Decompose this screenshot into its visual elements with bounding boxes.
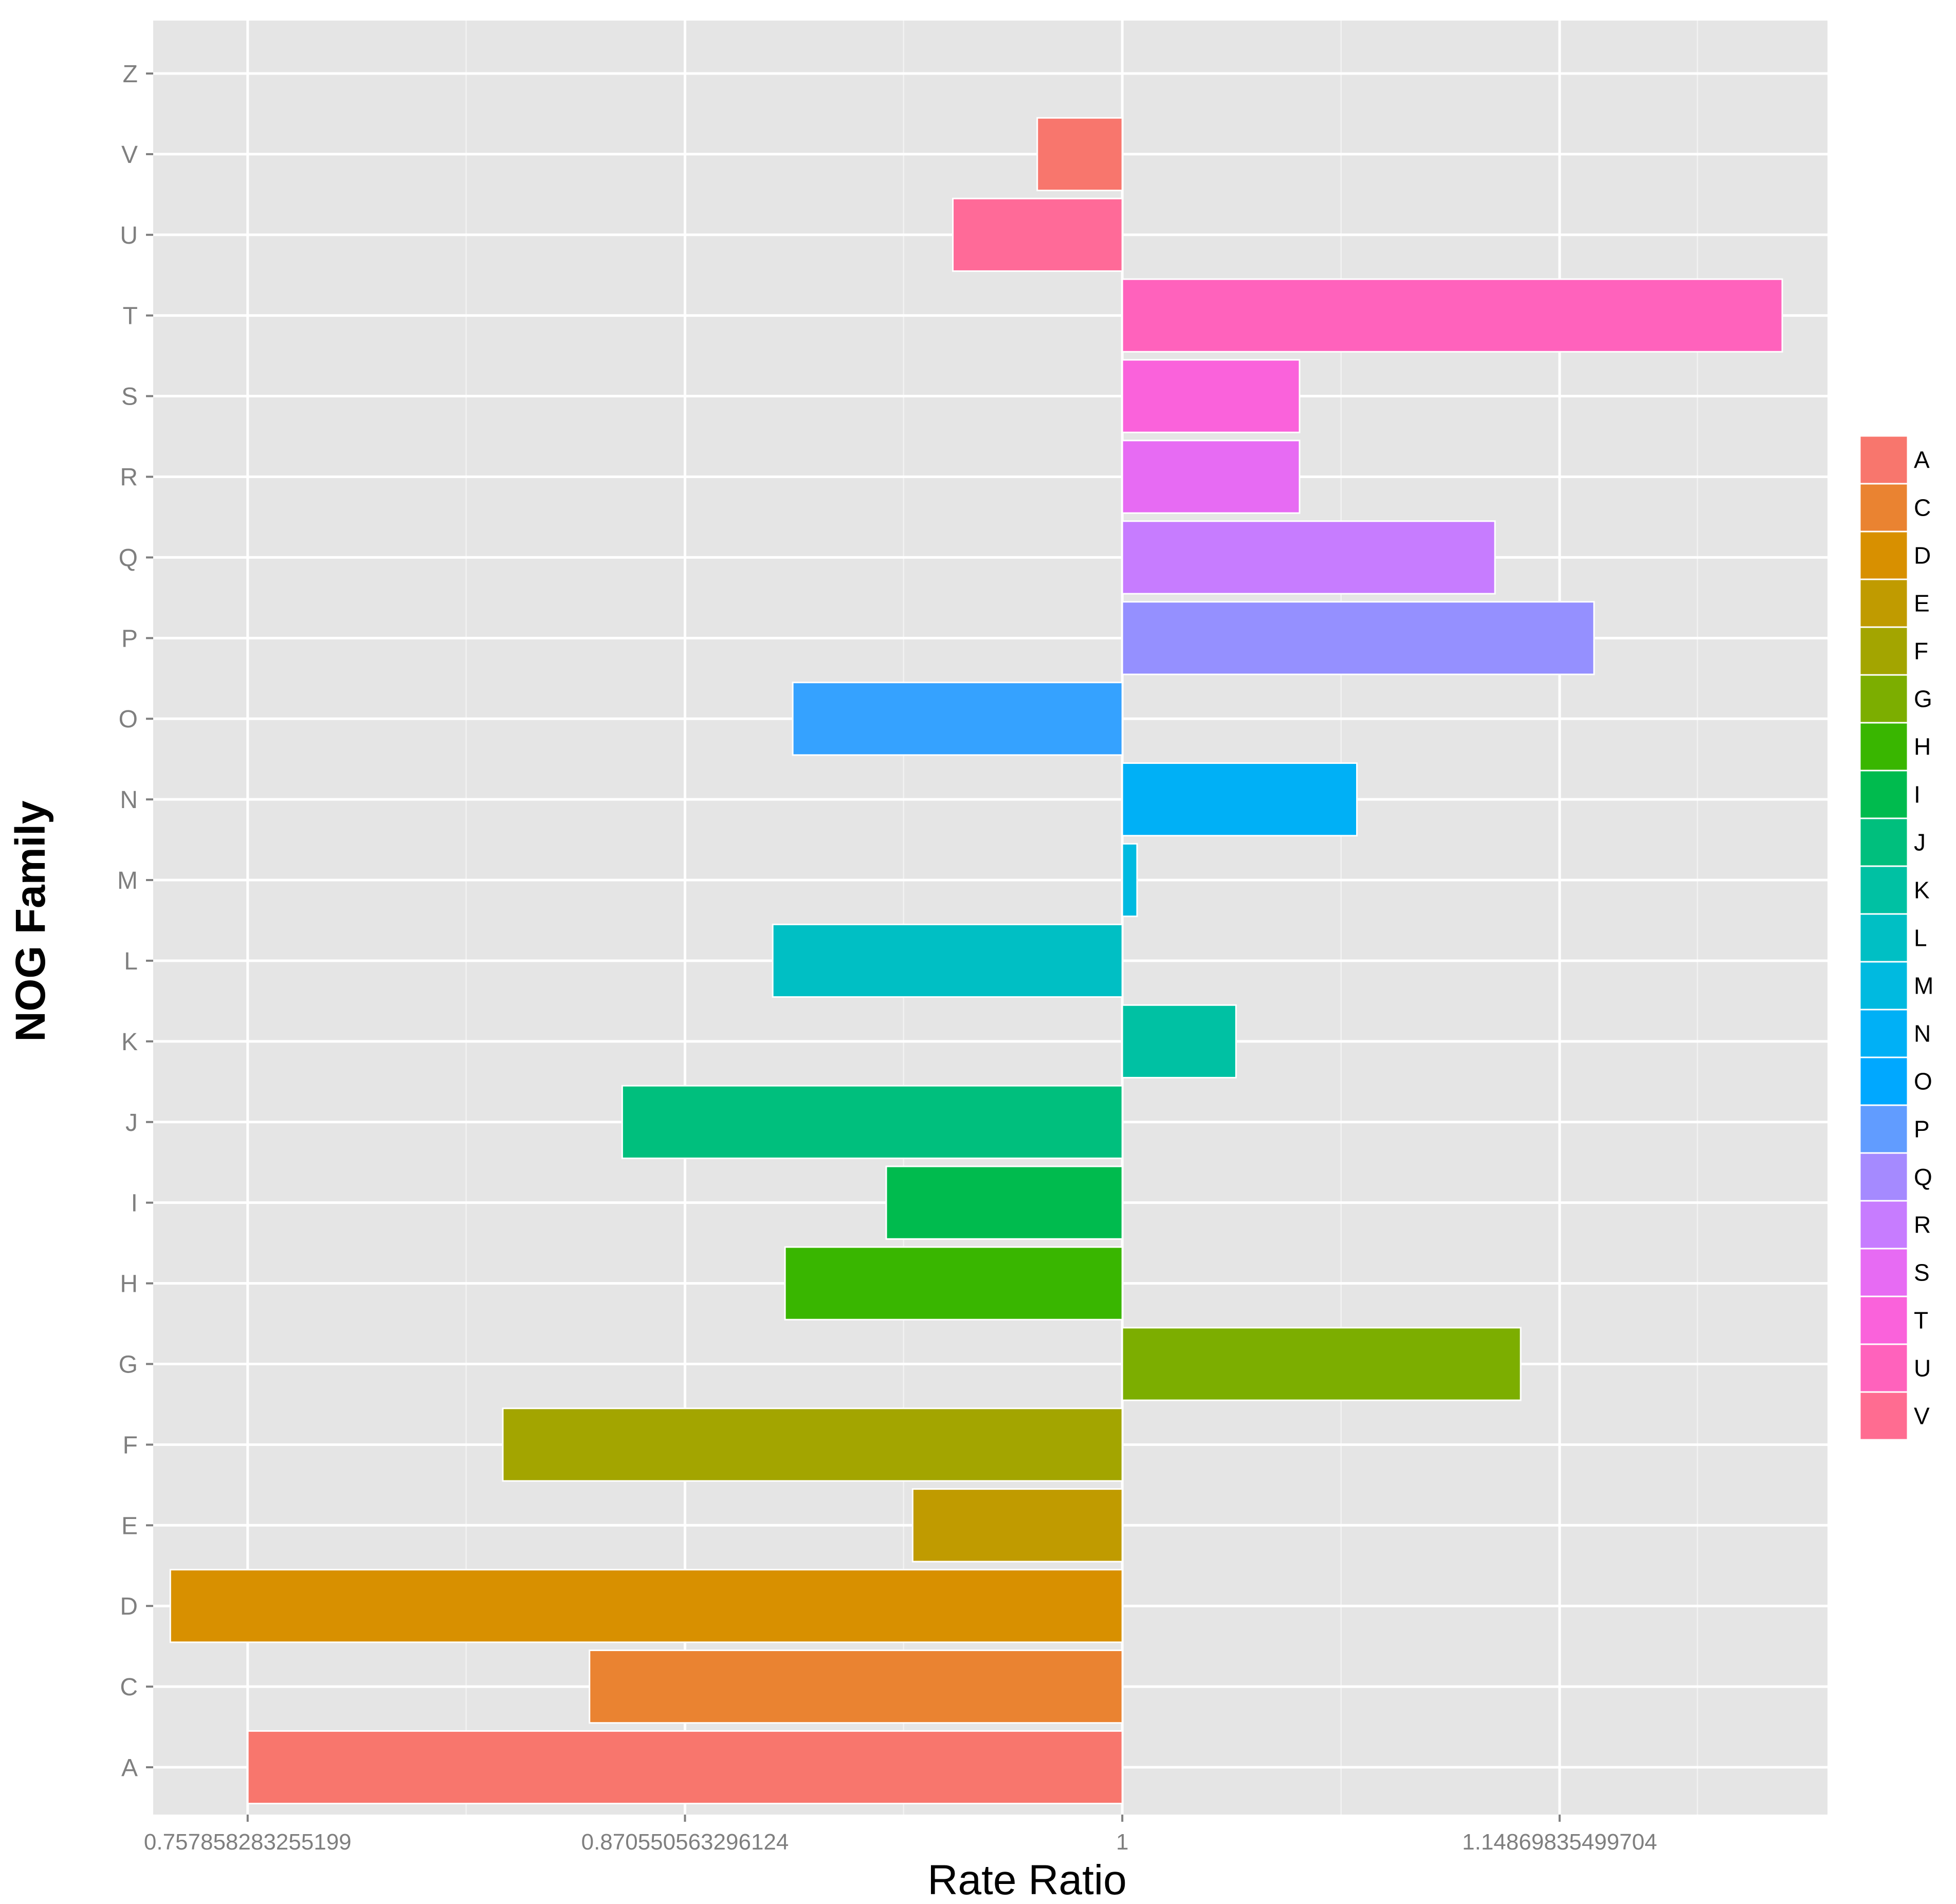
bar-C [589,1649,1123,1724]
legend-label: Q [1914,1164,1932,1191]
bar-H [784,1246,1123,1321]
bar-A [247,1730,1123,1805]
legend-label: A [1914,447,1930,473]
y-tick-label: F [123,1432,138,1459]
legend-label: L [1914,925,1927,951]
legend-label: N [1914,1020,1931,1047]
y-axis-title: NOG Family [7,800,54,1042]
legend-key [1859,435,1909,485]
y-tick-label: D [120,1593,138,1620]
bar-T [1121,278,1783,353]
legend-key [1859,530,1909,580]
y-tick-label: S [121,383,138,411]
y-tick-label: J [125,1109,138,1137]
bar-V [1036,117,1123,192]
y-tick-label: C [120,1674,138,1701]
bar-N [1121,762,1358,837]
y-tick-label: H [120,1271,138,1298]
y-tick-label: P [121,625,138,652]
bar-S [1121,359,1301,433]
legend-key [1859,770,1909,819]
legend-label: K [1914,877,1930,904]
bar-R [1121,440,1301,514]
bar-G [1121,1327,1522,1401]
y-tick-label: G [119,1351,138,1378]
x-tick-label: 0.757858283255199 [144,1829,352,1855]
y-tick-label: R [120,464,138,491]
legend-label: T [1914,1307,1928,1334]
legend-key [1859,626,1909,676]
y-tick-label: N [120,786,138,814]
y-tick-label: Q [119,544,138,572]
legend-label: F [1914,638,1928,665]
bar-O [792,682,1123,756]
x-tick-label: 1 [1116,1829,1128,1855]
bar-M [1121,843,1138,918]
y-tick-label: T [123,303,138,330]
legend-label: G [1914,686,1932,712]
bar-F [502,1407,1123,1482]
legend-key [1859,1295,1909,1345]
legend-label: S [1914,1259,1930,1286]
legend-label: C [1914,495,1931,521]
bar-U [952,197,1123,272]
x-tick-label: 1.14869835499704 [1462,1829,1657,1855]
legend-key [1859,722,1909,772]
y-tick-label: K [121,1029,138,1056]
y-tick-label: O [119,706,138,733]
legend-label: O [1914,1068,1932,1095]
bar-K [1121,1004,1237,1078]
legend-key [1859,483,1909,533]
bar-P [1121,601,1595,675]
legend-key [1859,1056,1909,1106]
y-tick-label: A [121,1754,138,1782]
x-axis-title: Rate Ratio [927,1857,1126,1903]
legend-label: D [1914,542,1931,569]
legend-key [1859,1104,1909,1154]
legend-key [1859,817,1909,867]
bar-L [772,923,1123,998]
bar-I [885,1165,1123,1240]
y-tick-label: I [131,1190,138,1217]
legend-label: P [1914,1116,1930,1143]
legend-label: J [1914,829,1926,856]
y-tick-label: U [120,222,138,249]
legend-key [1859,674,1909,724]
legend-label: E [1914,590,1930,617]
bar-J [621,1085,1123,1159]
y-tick-label: M [117,867,138,894]
legend-key [1859,913,1909,963]
legend-key [1859,1391,1909,1441]
legend-key [1859,1009,1909,1058]
bar-D [169,1569,1123,1643]
legend-label: V [1914,1403,1930,1430]
y-tick-label: L [124,948,138,975]
legend-key [1859,1248,1909,1297]
legend-label: R [1914,1212,1931,1238]
y-tick-label: V [121,141,138,169]
legend-key [1859,1200,1909,1250]
y-tick-label: Z [123,61,138,88]
legend-key [1859,578,1909,628]
legend-key [1859,865,1909,915]
legend-key [1859,1152,1909,1202]
legend-key [1859,961,1909,1011]
legend-label: I [1914,781,1921,808]
bar-Q [1121,520,1496,595]
bar-E [911,1488,1123,1563]
y-tick-label: E [121,1512,138,1540]
legend-label: U [1914,1355,1931,1382]
x-tick-label: 0.870550563296124 [581,1829,789,1855]
legend-label: H [1914,734,1931,760]
legend-label: M [1914,973,1933,999]
legend-key [1859,1343,1909,1393]
